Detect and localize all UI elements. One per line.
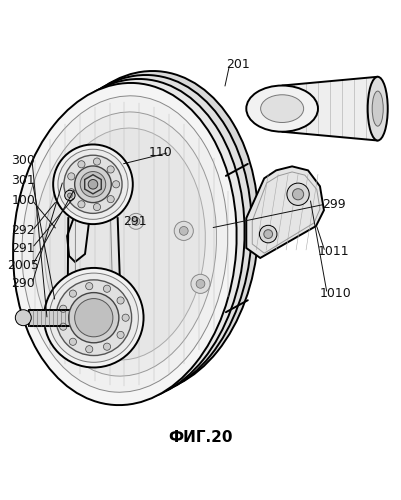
Circle shape [103, 343, 111, 350]
Polygon shape [67, 214, 89, 262]
Circle shape [75, 298, 113, 337]
Circle shape [69, 290, 77, 297]
Ellipse shape [22, 96, 228, 392]
Ellipse shape [261, 95, 304, 122]
Circle shape [68, 188, 75, 196]
Circle shape [15, 310, 31, 326]
Text: 292: 292 [12, 224, 35, 237]
Circle shape [122, 314, 129, 322]
Ellipse shape [45, 128, 205, 360]
Ellipse shape [13, 83, 237, 405]
Circle shape [67, 193, 72, 198]
Circle shape [132, 218, 140, 226]
Circle shape [49, 273, 138, 362]
Ellipse shape [246, 86, 318, 132]
Circle shape [174, 222, 193, 240]
Circle shape [69, 338, 77, 345]
Circle shape [179, 226, 188, 235]
Text: ФИГ.20: ФИГ.20 [168, 430, 233, 446]
Circle shape [86, 282, 93, 290]
Circle shape [78, 200, 85, 208]
Circle shape [128, 214, 144, 230]
Circle shape [68, 173, 75, 180]
Text: 299: 299 [322, 198, 346, 210]
Circle shape [93, 204, 101, 210]
Text: 201: 201 [227, 58, 250, 71]
Circle shape [107, 196, 114, 202]
Ellipse shape [35, 71, 259, 393]
Circle shape [191, 274, 210, 293]
Circle shape [78, 160, 85, 168]
Circle shape [259, 226, 277, 243]
Circle shape [60, 323, 67, 330]
Circle shape [53, 144, 133, 224]
Text: 290: 290 [11, 278, 35, 290]
Polygon shape [85, 174, 101, 194]
Text: 291: 291 [123, 215, 147, 228]
Circle shape [196, 280, 205, 288]
Circle shape [58, 149, 128, 220]
Text: 110: 110 [149, 146, 172, 159]
Circle shape [287, 183, 309, 206]
Text: 1010: 1010 [320, 288, 352, 300]
Circle shape [292, 188, 304, 200]
Circle shape [44, 268, 144, 368]
Circle shape [103, 285, 111, 292]
Circle shape [60, 305, 67, 312]
Ellipse shape [368, 77, 388, 140]
Text: 100: 100 [11, 194, 35, 206]
Circle shape [56, 280, 132, 355]
Ellipse shape [21, 79, 245, 401]
Text: 1011: 1011 [318, 246, 350, 258]
Circle shape [107, 166, 114, 173]
Circle shape [80, 172, 106, 197]
Text: 301: 301 [11, 174, 35, 187]
Polygon shape [246, 166, 324, 258]
Circle shape [113, 180, 119, 188]
Circle shape [86, 346, 93, 353]
Circle shape [117, 297, 124, 304]
Ellipse shape [372, 91, 383, 126]
Circle shape [64, 155, 122, 214]
Text: 300: 300 [11, 154, 35, 167]
Circle shape [75, 166, 111, 202]
Circle shape [65, 190, 75, 200]
Circle shape [69, 292, 119, 343]
Circle shape [117, 332, 124, 338]
Text: 291: 291 [12, 242, 35, 254]
Circle shape [264, 230, 273, 238]
Circle shape [93, 158, 101, 165]
Circle shape [88, 180, 98, 189]
Text: 2005: 2005 [7, 260, 39, 272]
Ellipse shape [33, 112, 217, 376]
Ellipse shape [28, 75, 252, 397]
